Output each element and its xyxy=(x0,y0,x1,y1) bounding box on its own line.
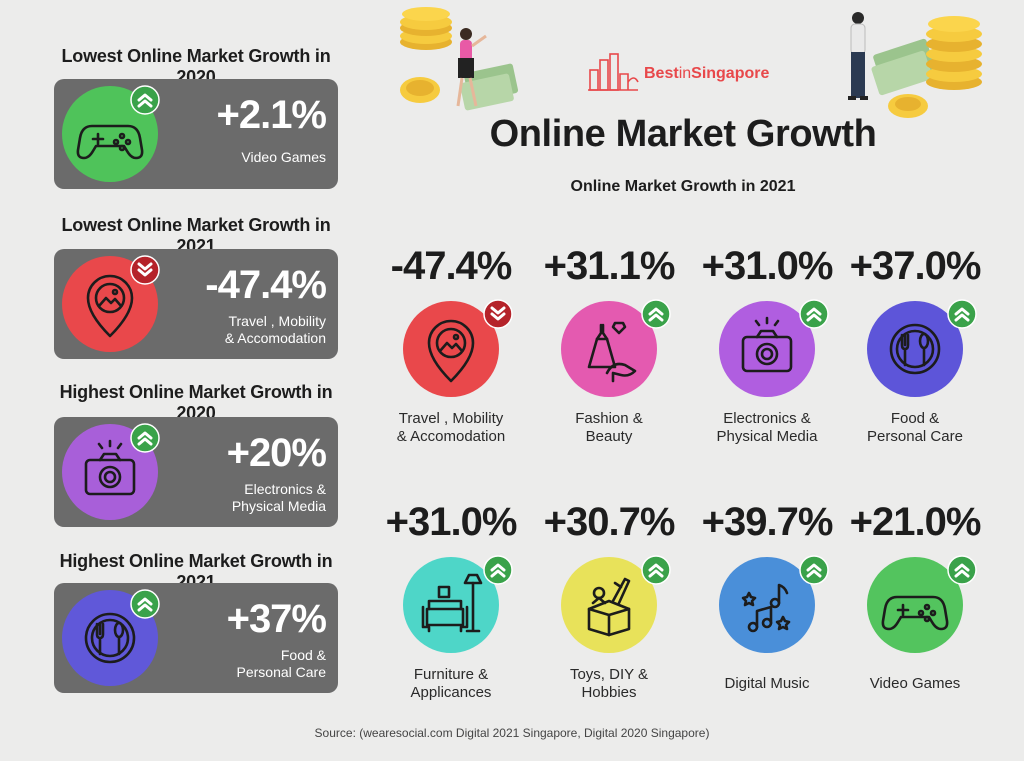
card-label: Travel , Mobility & Accomodation xyxy=(225,313,326,347)
trend-down-icon xyxy=(130,255,160,285)
card-label-line: Food & xyxy=(280,647,326,663)
map-pin-icon xyxy=(86,274,134,338)
data-label: +37.0% xyxy=(849,244,982,288)
category-cell: +37.0% Food & Personal Care xyxy=(840,244,990,464)
data-label: +31.1% xyxy=(543,244,676,288)
sofa-lamp-icon xyxy=(421,573,483,633)
data-label: +31.0% xyxy=(385,500,518,544)
trend-up-icon xyxy=(947,299,977,329)
gamepad-icon xyxy=(76,124,144,160)
category-label-line: Personal Care xyxy=(867,428,963,445)
category-label-line: Applicances xyxy=(410,684,492,701)
dress-heel-icon xyxy=(587,321,637,383)
source-note: Source: (wearesocial.com Digital 2021 Si… xyxy=(314,726,710,740)
trend-up-icon xyxy=(947,555,977,585)
trend-up-icon xyxy=(641,299,671,329)
category-label-line: Beauty xyxy=(585,428,633,445)
main-title: Online Market Growth xyxy=(489,113,877,155)
brand-name: BestinSingapore xyxy=(644,65,770,82)
card-value: -47.4% xyxy=(205,263,327,307)
card-label-line: & Accomodation xyxy=(224,330,326,346)
data-label: +21.0% xyxy=(849,500,982,544)
sidebar-card: +37% Food & Personal Care xyxy=(54,583,338,693)
card-label-line: Personal Care xyxy=(236,664,327,680)
category-label-line: Food & xyxy=(890,410,940,427)
toy-box-icon xyxy=(587,577,631,637)
category-label: Food & Personal Care xyxy=(830,410,1000,446)
trend-up-icon xyxy=(799,555,829,585)
category-label-line: Travel , Mobility xyxy=(398,410,504,427)
category-circle xyxy=(403,301,499,397)
category-circle xyxy=(403,557,499,653)
category-label: Digital Music xyxy=(682,675,852,693)
category-label-line: & Accomodation xyxy=(396,428,506,445)
card-label-line: Physical Media xyxy=(231,498,326,514)
data-label: +39.7% xyxy=(701,500,834,544)
category-cell: +31.1% Fashion & Beauty xyxy=(534,244,684,464)
category-circle xyxy=(867,557,963,653)
music-notes-icon xyxy=(741,583,791,633)
category-label-line: Toys, DIY & xyxy=(569,666,649,683)
trend-up-icon xyxy=(130,423,160,453)
sidebar-card: -47.4% Travel , Mobility & Accomodation xyxy=(54,249,338,359)
category-label: Video Games xyxy=(830,675,1000,693)
card-label-line: Video Games xyxy=(241,149,326,165)
category-cell: +39.7% Digital Music xyxy=(692,500,842,720)
category-label-line: Furniture & xyxy=(413,666,489,683)
category-circle xyxy=(561,557,657,653)
card-value: +20% xyxy=(226,431,327,475)
trend-up-icon xyxy=(641,555,671,585)
fork-spoon-icon xyxy=(889,323,941,375)
fork-spoon-icon xyxy=(84,612,136,664)
data-label: -47.4% xyxy=(390,244,513,288)
category-label-line: Video Games xyxy=(869,675,961,692)
card-value: +2.1% xyxy=(216,93,327,137)
card-label-line: Electronics & xyxy=(244,481,326,497)
category-cell: +21.0% Video Games xyxy=(840,500,990,720)
camera-icon xyxy=(84,439,136,496)
category-cell: +31.0% Electronics & Physical Media xyxy=(692,244,842,464)
sidebar-card: +2.1% Video Games xyxy=(54,79,338,189)
man-with-money-illustration xyxy=(848,12,982,118)
card-value: +37% xyxy=(226,597,327,641)
category-cell: +30.7% Toys, DIY & Hobbies xyxy=(534,500,684,720)
category-cell: +31.0% Furniture & Applicances xyxy=(376,500,526,720)
trend-up-icon xyxy=(130,85,160,115)
data-label: +30.7% xyxy=(543,500,676,544)
category-label-line: Physical Media xyxy=(716,428,818,445)
sidebar-card: +20% Electronics & Physical Media xyxy=(54,417,338,527)
category-circle xyxy=(719,301,815,397)
category-label: Furniture & Applicances xyxy=(366,666,536,702)
category-label: Travel , Mobility & Accomodation xyxy=(366,410,536,446)
category-label-line: Fashion & xyxy=(575,410,643,427)
category-circle xyxy=(719,557,815,653)
card-label-line: Travel , Mobility xyxy=(228,313,326,329)
trend-up-icon xyxy=(799,299,829,329)
card-label: Electronics & Physical Media xyxy=(232,481,326,515)
category-label-line: Digital Music xyxy=(724,675,810,692)
category-circle xyxy=(867,301,963,397)
chart-title: Online Market Growth in 2021 xyxy=(570,178,796,195)
map-pin-icon xyxy=(427,319,475,383)
trend-down-icon xyxy=(483,299,513,329)
trend-up-icon xyxy=(130,589,160,619)
category-label-line: Hobbies xyxy=(581,684,637,701)
category-label: Fashion & Beauty xyxy=(524,410,694,446)
trend-up-icon xyxy=(483,555,513,585)
card-label: Food & Personal Care xyxy=(237,647,327,681)
category-circle xyxy=(561,301,657,397)
gamepad-icon xyxy=(881,595,949,631)
category-cell: -47.4% Travel , Mobility & Accomodation xyxy=(376,244,526,464)
data-label: +31.0% xyxy=(701,244,834,288)
category-label: Electronics & Physical Media xyxy=(682,410,852,446)
woman-with-money-illustration xyxy=(400,7,519,111)
category-label-line: Electronics & xyxy=(723,410,811,427)
city-skyline-icon xyxy=(588,53,639,91)
camera-icon xyxy=(741,316,793,373)
card-label: Video Games xyxy=(241,149,326,166)
brand-logo: BestinSingapore xyxy=(586,52,796,92)
category-label: Toys, DIY & Hobbies xyxy=(524,666,694,702)
